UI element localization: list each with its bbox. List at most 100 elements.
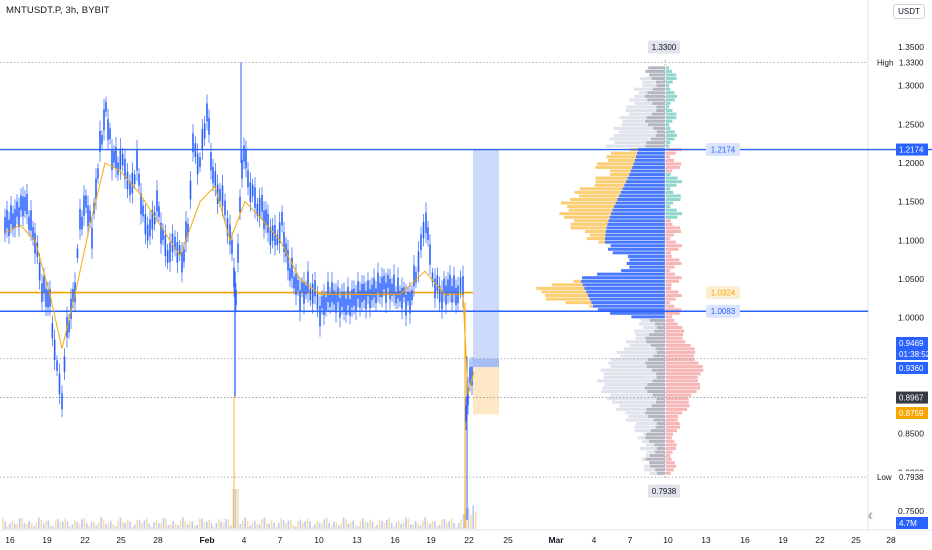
volume-bar (290, 519, 292, 529)
volume-bar (357, 526, 359, 529)
price-axis[interactable]: 1.3500 1.3000 1.2500 1.2000 1.1500 1.1000 1.05… (868, 42, 931, 529)
profile-row-delta (666, 261, 682, 265)
profile-row-light (633, 87, 653, 91)
profile-row-dark (651, 112, 665, 116)
profile-row-light (634, 101, 653, 105)
profile-row-light (607, 397, 657, 401)
candle-body (34, 233, 36, 254)
profile-row-dark (646, 365, 665, 369)
candle-body (99, 130, 101, 152)
profile-row-delta (666, 372, 701, 376)
candle-body (391, 283, 393, 296)
time-axis[interactable]: 16 19 22 25 28 Feb 4 7 10 13 16 19 22 25 Mar 4 7 10 13 16 19… (5, 535, 896, 545)
level-label-blue-top-bg (706, 143, 740, 157)
profile-row-light (621, 123, 649, 127)
candle-body (447, 279, 449, 296)
volume-bar (417, 523, 419, 529)
candle-body (459, 277, 462, 292)
candle-body (187, 223, 189, 236)
currency-button[interactable]: USDT (893, 4, 925, 19)
candle-body (413, 265, 415, 287)
profile-row-light (616, 350, 657, 354)
volume-bar (395, 522, 398, 529)
profile-row-dark (648, 414, 665, 418)
volume-bar (201, 518, 203, 529)
candle-body (199, 157, 201, 168)
volume-bar (4, 521, 6, 529)
profile-row-buy (615, 201, 665, 205)
volume-bar (443, 519, 446, 529)
low-tag-bg (874, 471, 894, 484)
candle-body (53, 339, 56, 360)
candle-body (95, 178, 97, 200)
candle-body (276, 234, 279, 245)
profile-row-delta (666, 137, 675, 141)
profile-row-buy (605, 229, 665, 233)
bid-price: 0.9360 (896, 362, 928, 374)
volume-bar (234, 489, 237, 529)
candle-body (38, 262, 41, 281)
candle-body (14, 208, 16, 229)
profile-row-delta (666, 347, 695, 351)
profile-row-dark (649, 439, 665, 443)
profile-row-dark (656, 109, 665, 113)
profile-row-delta (666, 290, 679, 294)
profile-row-dark (650, 137, 665, 141)
profile-row-buy (630, 169, 665, 173)
profile-row-light (604, 382, 648, 386)
profile-row-delta (666, 240, 676, 244)
profile-row-light (635, 336, 646, 340)
volume-bar (182, 517, 184, 529)
candle-body (164, 235, 167, 257)
profile-row-dark (645, 361, 665, 365)
volume-bar (474, 512, 477, 529)
candle-body (271, 225, 274, 241)
candle-body (397, 277, 399, 299)
volume-bar (165, 519, 167, 529)
profile-row-dark (649, 461, 665, 465)
low-value-bg (896, 471, 928, 484)
candle-body (136, 150, 138, 171)
volume-bar (362, 518, 364, 529)
profile-row-light (643, 468, 656, 472)
candle-body (359, 290, 361, 308)
profile-row-light (639, 446, 657, 450)
volume-bar (208, 519, 210, 529)
volume-bar (138, 520, 141, 529)
profile-row-dark (655, 347, 665, 351)
profile-row-delta (666, 272, 676, 276)
candle-body (111, 149, 113, 171)
volume-bar (354, 524, 357, 529)
candle-body (61, 393, 63, 410)
candle-body (249, 182, 252, 202)
candle-body (221, 185, 224, 207)
profile-row-delta (666, 297, 676, 301)
candle-body (4, 216, 6, 234)
volume-bar (268, 523, 270, 529)
profile-row-delta (666, 386, 701, 390)
volume-bar (218, 519, 220, 529)
symbol-title[interactable]: MNTUSDT.P, 3h, BYBIT (4, 5, 112, 16)
profile-row-sell (559, 212, 612, 216)
candle-body (305, 285, 307, 295)
profile-row-delta (666, 308, 682, 312)
candle-body (293, 276, 295, 289)
volume-bar (429, 523, 431, 529)
volume-bar (153, 522, 155, 529)
volume-bar (422, 520, 424, 529)
volume-bar (198, 518, 201, 529)
volume-bar (93, 521, 95, 529)
candle-body (160, 222, 162, 244)
candle-body (303, 282, 305, 304)
profile-row-buy (608, 219, 665, 223)
profile-row-light (608, 361, 646, 365)
profile-row-light (619, 404, 652, 408)
profile-row-light (638, 91, 648, 95)
profile-row-buy (614, 205, 665, 209)
profile-row-delta (666, 251, 671, 255)
candle-body (393, 274, 395, 296)
candle-body (63, 356, 66, 373)
profile-row-light (603, 372, 657, 376)
profile-row-dark (650, 343, 665, 347)
